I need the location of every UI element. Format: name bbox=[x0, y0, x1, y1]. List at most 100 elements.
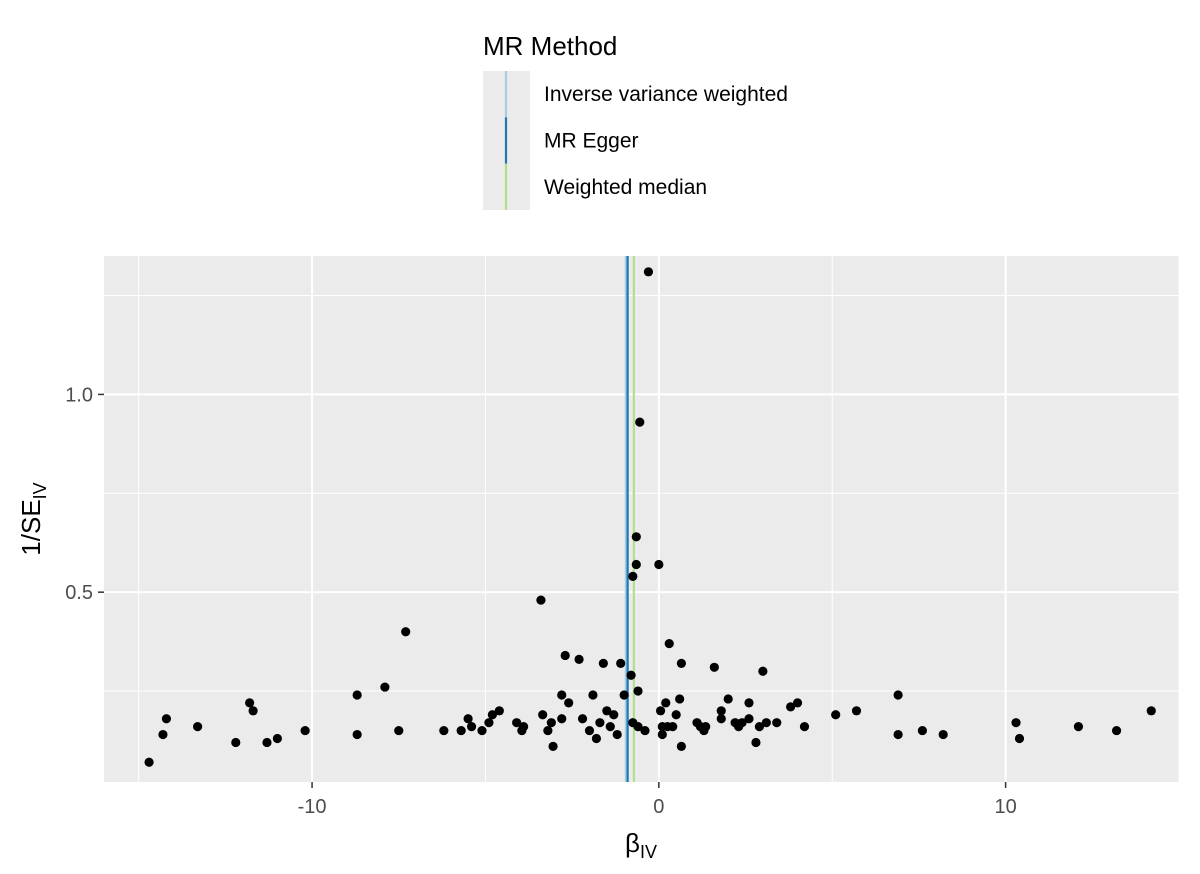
data-point bbox=[272, 733, 282, 744]
data-point bbox=[799, 722, 810, 732]
gridlines bbox=[104, 256, 1180, 782]
data-point bbox=[231, 737, 241, 748]
data-point bbox=[1111, 725, 1122, 736]
data-point bbox=[716, 714, 726, 724]
y-tick-label: 0.5 bbox=[65, 582, 93, 604]
data-point bbox=[631, 559, 641, 570]
data-point bbox=[1014, 733, 1025, 744]
y-axis-title: 1/SEIV bbox=[16, 482, 50, 555]
data-point bbox=[577, 714, 588, 724]
data-point bbox=[635, 417, 645, 427]
data-point bbox=[466, 722, 477, 732]
data-point bbox=[262, 737, 272, 748]
y-axis-ticks: 0.5 1.0 bbox=[65, 384, 104, 604]
data-point bbox=[538, 710, 548, 720]
data-point bbox=[643, 267, 654, 277]
data-point bbox=[598, 658, 608, 668]
data-point bbox=[664, 638, 674, 649]
data-point bbox=[1146, 706, 1156, 716]
data-point bbox=[574, 654, 584, 664]
x-axis-title: βIV bbox=[625, 828, 657, 862]
legend-entry-label: Weighted median bbox=[544, 176, 707, 199]
data-point bbox=[609, 710, 619, 720]
data-points bbox=[144, 267, 1156, 767]
data-point bbox=[602, 706, 612, 716]
data-point bbox=[605, 722, 615, 732]
x-axis-ticks: -10 0 10 bbox=[298, 782, 1017, 818]
data-point bbox=[352, 729, 362, 740]
data-point bbox=[792, 698, 803, 708]
data-point bbox=[588, 690, 598, 700]
legend-title: MR Method bbox=[483, 31, 617, 61]
legend: MR Method Inverse variance weighted MR Eg… bbox=[483, 31, 788, 210]
data-point bbox=[751, 737, 761, 748]
data-point bbox=[938, 729, 948, 740]
data-point bbox=[1011, 718, 1021, 728]
data-point bbox=[631, 532, 641, 542]
data-point bbox=[655, 706, 666, 716]
data-point bbox=[758, 666, 768, 676]
x-tick-label: -10 bbox=[298, 796, 327, 818]
data-point bbox=[612, 729, 622, 740]
data-point bbox=[657, 729, 667, 740]
legend-entry-label: MR Egger bbox=[544, 129, 639, 152]
data-point bbox=[744, 714, 754, 724]
data-point bbox=[463, 714, 473, 724]
data-point bbox=[546, 718, 556, 728]
data-point bbox=[401, 627, 411, 637]
legend-entries: Inverse variance weighted MR Egger Weighte… bbox=[504, 71, 788, 210]
data-point bbox=[761, 718, 771, 728]
data-point bbox=[633, 686, 643, 696]
data-point bbox=[723, 694, 733, 704]
x-tick-label: 0 bbox=[653, 796, 664, 818]
data-point bbox=[640, 725, 650, 736]
data-point bbox=[595, 718, 605, 728]
data-point bbox=[744, 698, 754, 708]
data-point bbox=[737, 718, 747, 728]
data-point bbox=[676, 741, 686, 752]
data-point bbox=[851, 706, 862, 716]
data-point bbox=[616, 658, 626, 668]
data-point bbox=[786, 702, 796, 712]
data-point bbox=[709, 662, 719, 672]
data-point bbox=[591, 733, 602, 744]
data-point bbox=[193, 722, 203, 732]
legend-entry-label: Inverse variance weighted bbox=[544, 83, 788, 106]
data-point bbox=[494, 706, 504, 716]
x-tick-label: 10 bbox=[994, 796, 1016, 818]
data-point bbox=[564, 698, 574, 708]
data-point bbox=[144, 757, 154, 767]
data-point bbox=[352, 690, 362, 700]
data-point bbox=[772, 718, 782, 728]
data-point bbox=[484, 718, 494, 728]
data-point bbox=[300, 725, 310, 736]
data-point bbox=[477, 725, 487, 736]
data-point bbox=[917, 725, 927, 736]
data-point bbox=[158, 729, 168, 740]
data-point bbox=[456, 725, 466, 736]
data-point bbox=[1073, 722, 1084, 732]
data-point bbox=[161, 714, 172, 724]
data-point bbox=[380, 682, 390, 692]
data-point bbox=[248, 706, 258, 716]
plot-panel bbox=[104, 256, 1179, 782]
data-point bbox=[548, 741, 558, 752]
data-point bbox=[754, 722, 765, 732]
data-point bbox=[668, 722, 678, 732]
data-point bbox=[675, 694, 685, 704]
data-point bbox=[893, 729, 903, 740]
data-point bbox=[701, 722, 711, 732]
data-point bbox=[394, 725, 404, 736]
data-point bbox=[661, 698, 671, 708]
data-point bbox=[628, 571, 638, 581]
data-point bbox=[512, 718, 522, 728]
data-point bbox=[518, 722, 529, 732]
data-point bbox=[584, 725, 595, 736]
data-point bbox=[831, 710, 841, 720]
y-tick-label: 1.0 bbox=[65, 384, 93, 406]
data-point bbox=[557, 714, 567, 724]
data-point bbox=[893, 690, 903, 700]
data-point bbox=[560, 650, 570, 661]
data-point bbox=[716, 706, 726, 716]
